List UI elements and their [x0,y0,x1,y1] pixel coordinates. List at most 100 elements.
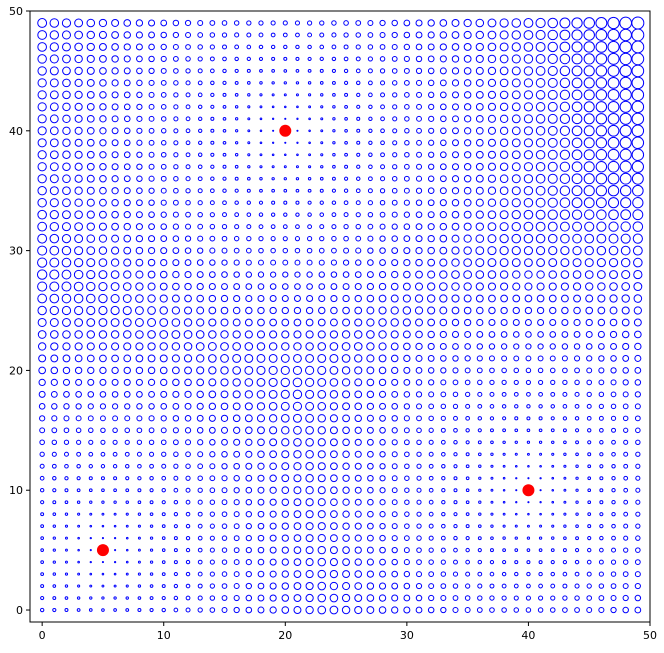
grid-point [391,187,398,194]
grid-point [256,365,266,375]
grid-point [391,451,398,458]
grid-point [111,163,119,171]
grid-point [367,462,374,470]
grid-point [571,65,583,77]
grid-point [428,115,435,122]
grid-point [354,390,363,399]
grid-point [244,318,253,327]
grid-point [535,78,546,88]
grid-point [402,294,411,303]
grid-point [111,115,119,123]
grid-point [111,222,119,231]
grid-point [185,152,191,158]
grid-point [502,464,506,468]
grid-point [451,79,460,87]
grid-point [244,342,254,351]
grid-point [404,475,410,481]
grid-point [149,451,155,457]
grid-point [465,488,470,493]
grid-point [197,523,203,529]
grid-point [355,212,361,218]
grid-point [595,53,608,65]
grid-point [354,462,362,470]
grid-point [440,559,446,565]
grid-point [332,117,336,121]
grid-point [524,319,532,326]
grid-point [51,403,58,410]
grid-point [234,212,240,218]
grid-point [428,139,435,146]
grid-point [171,306,181,315]
grid-point [631,172,644,185]
grid-point [511,102,521,112]
grid-point [415,55,423,63]
grid-point [77,512,81,516]
grid-point [607,40,620,53]
grid-point [123,187,131,195]
grid-point [391,223,398,230]
grid-point [354,330,363,339]
grid-point [620,209,632,221]
grid-point [583,29,595,41]
grid-point [511,233,522,244]
grid-point [559,161,571,172]
grid-point [234,176,239,181]
grid-point [523,138,534,148]
grid-point [111,391,119,398]
grid-point [207,342,217,351]
grid-point [621,294,630,303]
grid-point [98,281,108,292]
grid-point [634,379,642,386]
grid-point [86,234,96,243]
grid-point [331,224,337,230]
red-point [96,544,109,557]
grid-point [149,476,154,481]
grid-point [525,607,532,613]
grid-point [137,548,141,552]
grid-point [257,462,265,470]
grid-point [439,67,447,75]
grid-point [463,234,472,243]
grid-point [574,379,580,386]
grid-point [247,93,251,97]
grid-point [539,452,543,456]
grid-point [595,29,608,41]
grid-point [99,151,107,159]
grid-point [281,426,290,435]
grid-point [64,524,69,528]
grid-point [135,354,144,363]
grid-point [283,69,288,73]
grid-point [281,342,290,351]
grid-point [559,17,571,29]
grid-point [114,549,117,552]
grid-point [453,524,458,529]
grid-point [172,378,180,387]
grid-point [292,365,303,376]
grid-point [258,236,264,242]
grid-point [573,318,581,327]
grid-point [368,92,373,98]
grid-point [367,450,374,458]
grid-point [305,546,314,555]
grid-point [36,269,48,280]
grid-point [123,103,131,111]
grid-point [269,426,278,435]
grid-point [379,570,387,578]
grid-point [329,318,338,327]
grid-point [342,558,350,566]
grid-point [49,210,59,220]
grid-point [49,66,59,76]
grid-point [148,235,156,243]
grid-point [269,510,277,518]
grid-point [416,463,422,469]
grid-point [367,522,374,530]
grid-point [101,572,105,576]
grid-point [209,559,215,565]
grid-point [76,608,81,612]
grid-point [391,475,398,482]
grid-point [547,161,558,172]
grid-point [148,175,155,182]
grid-point [319,176,324,181]
grid-point [184,259,192,266]
grid-point [258,200,264,205]
